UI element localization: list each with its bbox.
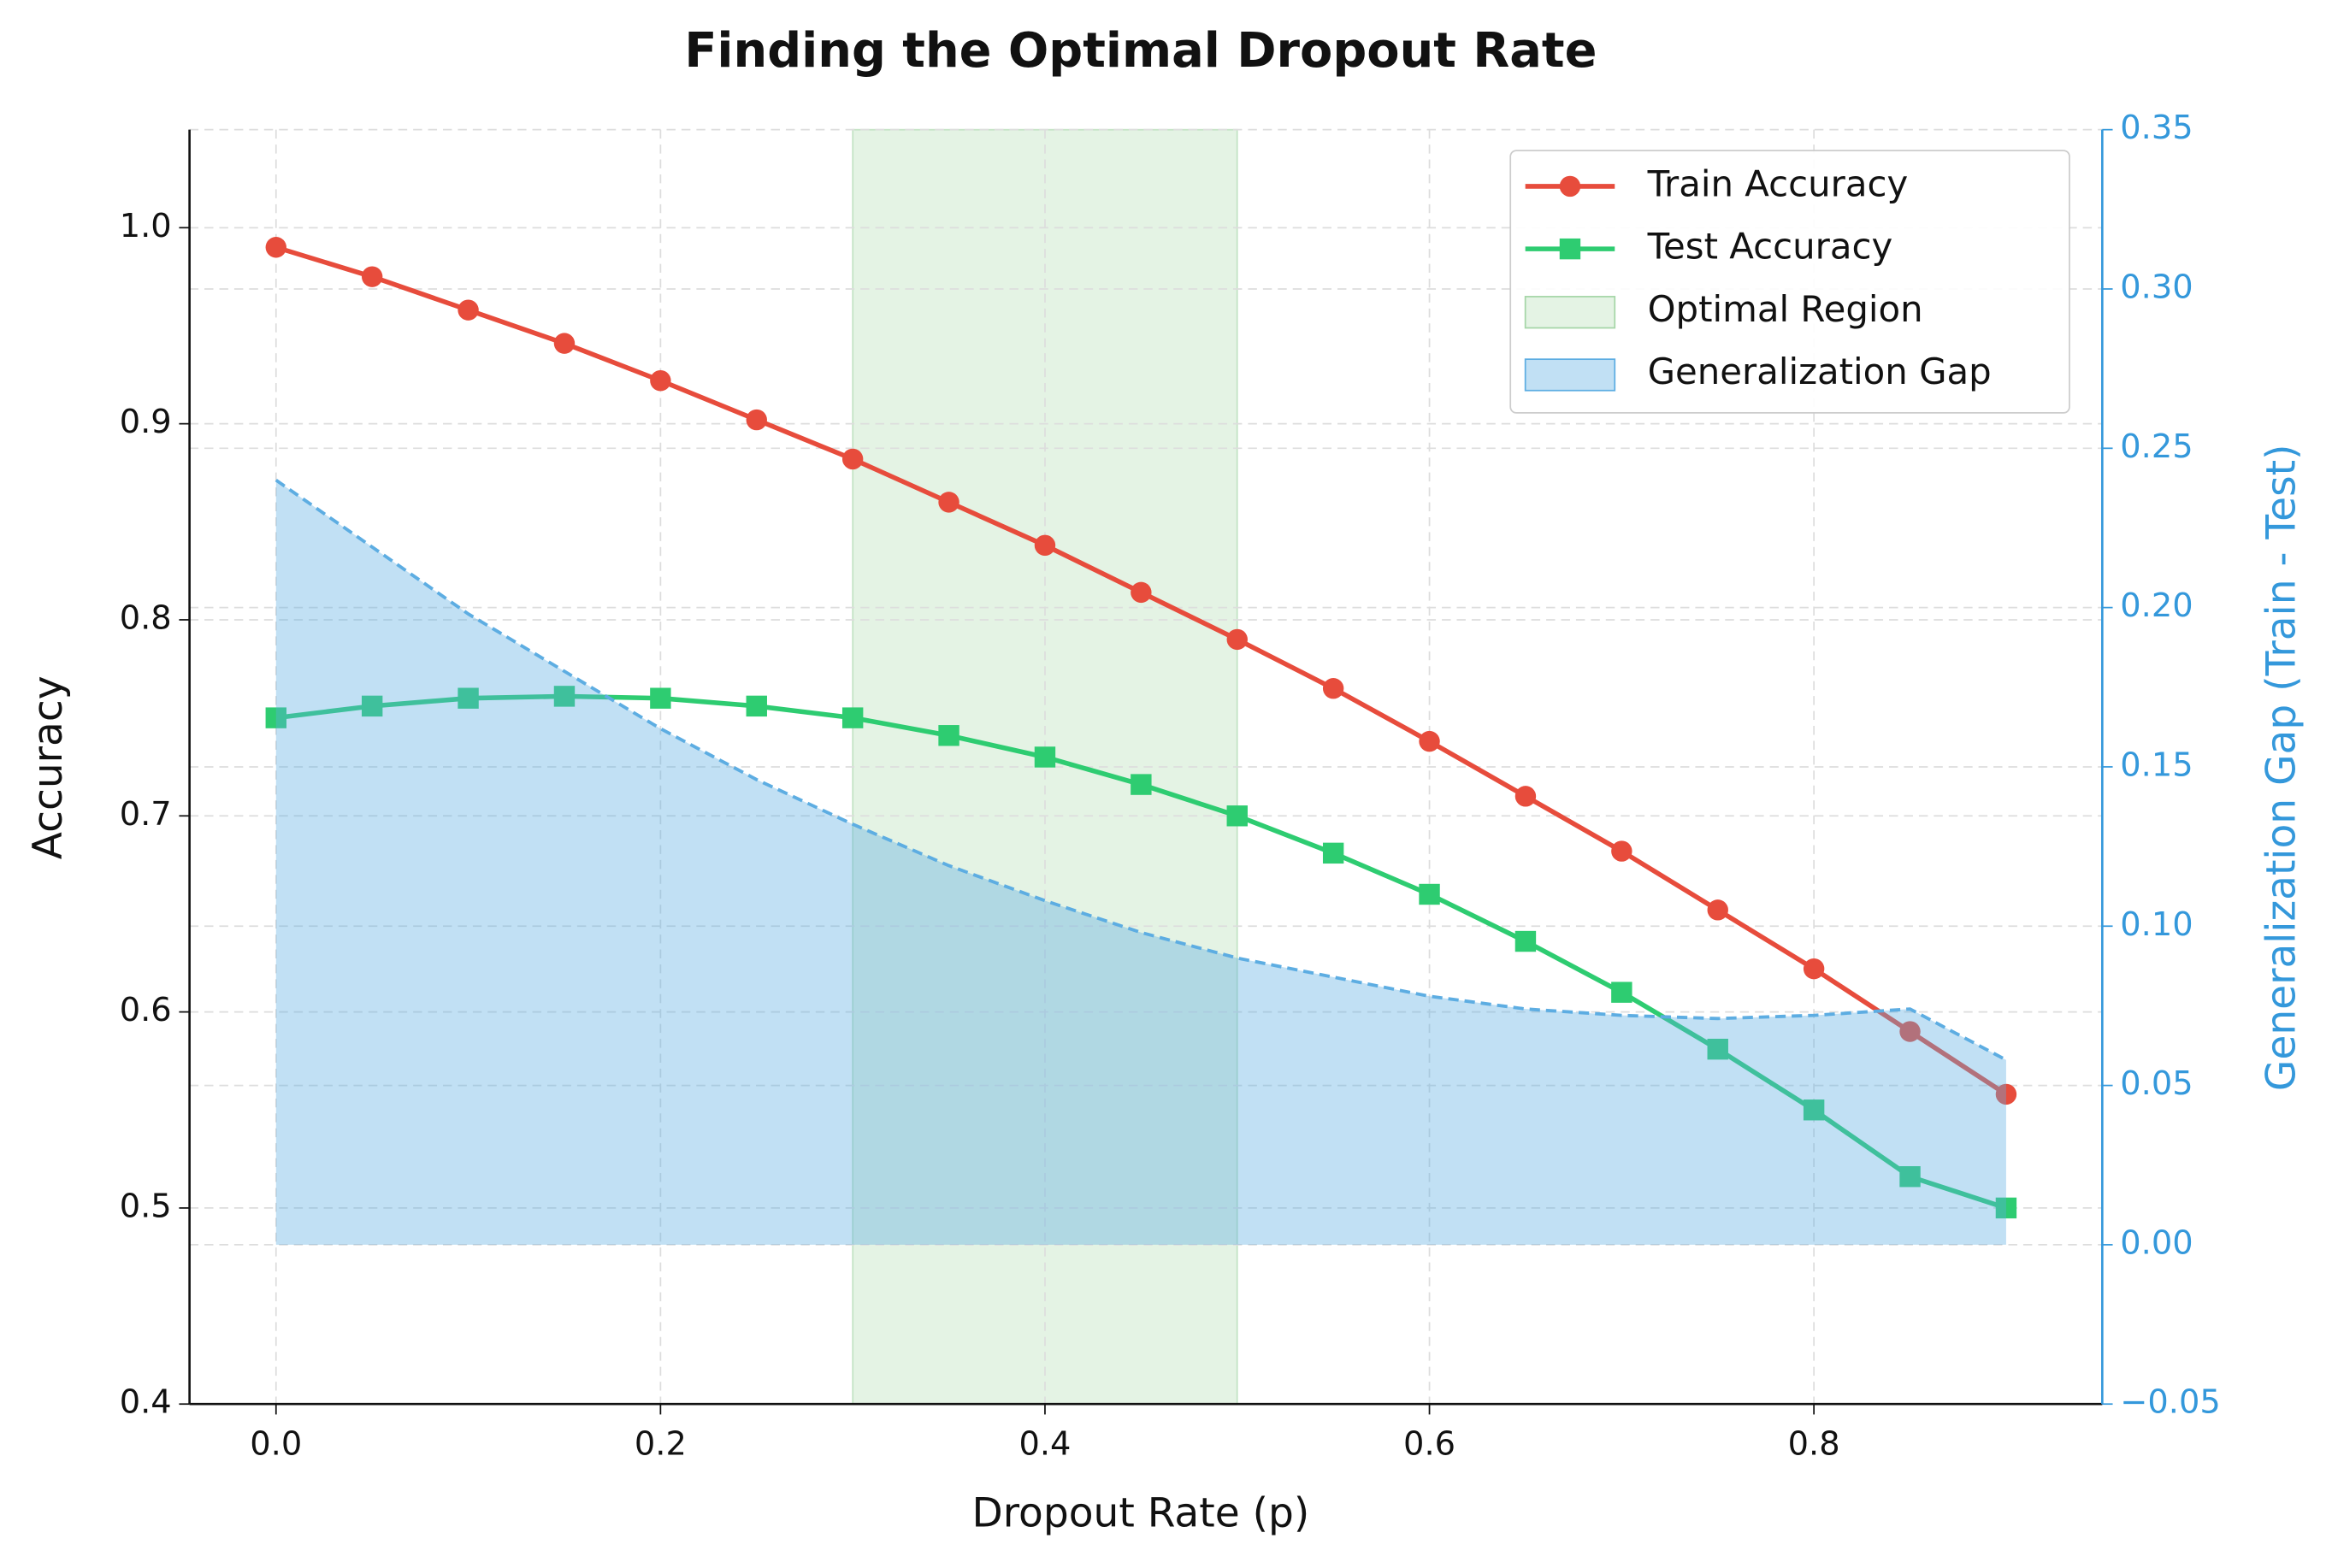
x-axis-label: Dropout Rate (p) [972, 1489, 1310, 1536]
x-tick-label: 0.6 [1403, 1425, 1455, 1464]
marker [265, 707, 286, 728]
y-tick-label: 0.6 [120, 991, 172, 1029]
legend-marker [1559, 238, 1581, 260]
x-tick-label: 0.4 [1018, 1425, 1071, 1464]
marker [1226, 628, 1248, 651]
marker [746, 695, 767, 717]
marker [458, 299, 479, 321]
y2-tick-label: 0.30 [2120, 268, 2193, 306]
marker [1514, 930, 1537, 952]
legend-label: Generalization Gap [1648, 351, 1992, 392]
legend-marker [1559, 175, 1581, 197]
legend-label: Optimal Region [1648, 288, 1923, 330]
marker [1034, 746, 1056, 768]
legend: Train Accuracy Test Accuracy Optimal Regio… [1509, 150, 2070, 414]
marker [1226, 805, 1248, 827]
marker [1514, 786, 1537, 807]
chart-title: Finding the Optimal Dropout Rate [684, 23, 1597, 79]
marker [553, 686, 576, 707]
y2-tick-label: 0.35 [2120, 109, 2193, 147]
y2-tick-label: 0.15 [2120, 746, 2193, 784]
marker [1803, 1099, 1825, 1121]
marker [265, 237, 286, 258]
y2-tick-label: 0.25 [2120, 427, 2193, 466]
y2-tick-label: 0.10 [2120, 905, 2193, 944]
marker [361, 695, 383, 717]
marker [1995, 1083, 2017, 1105]
marker [1131, 774, 1152, 795]
y-tick-label: 0.9 [120, 403, 172, 441]
marker [650, 369, 671, 392]
marker [650, 687, 671, 709]
y2-tick-label: 0.20 [2120, 587, 2193, 625]
y2-tick-label: 0.00 [2120, 1223, 2193, 1262]
marker [458, 687, 479, 709]
marker [1611, 981, 1632, 1003]
x-tick-label: 0.0 [250, 1425, 302, 1464]
marker [938, 492, 959, 513]
marker [1419, 730, 1440, 752]
y-tick-label: 0.5 [120, 1187, 172, 1225]
y-tick-label: 1.0 [120, 207, 172, 245]
y2-tick-label: 0.05 [2120, 1064, 2193, 1103]
y2-tick-label: −0.05 [2120, 1383, 2221, 1422]
y-tick-label: 0.4 [120, 1383, 172, 1422]
marker [1995, 1197, 2017, 1219]
marker [1322, 842, 1344, 864]
marker [841, 707, 864, 728]
gap-area [275, 480, 2006, 1245]
marker [1322, 678, 1344, 699]
marker [361, 266, 383, 287]
legend-patch [1524, 296, 1616, 329]
legend-patch [1524, 358, 1616, 392]
marker [1899, 1166, 1921, 1188]
marker [1707, 1038, 1728, 1060]
y-tick-label: 0.8 [120, 598, 172, 637]
x-tick-label: 0.8 [1788, 1425, 1840, 1464]
legend-label: Test Accuracy [1647, 226, 1893, 268]
marker [553, 333, 576, 354]
y-axis-label: Accuracy [25, 675, 72, 859]
marker [1707, 899, 1728, 921]
x-tick-label: 0.2 [635, 1425, 687, 1464]
marker [1611, 840, 1632, 862]
marker [1803, 958, 1825, 980]
marker [746, 409, 767, 431]
marker [938, 725, 959, 746]
legend-box [1509, 150, 2070, 414]
marker [1899, 1021, 1921, 1042]
marker [1034, 534, 1056, 557]
marker [1131, 581, 1152, 604]
y-tick-label: 0.7 [120, 795, 172, 834]
y2-axis-label: Generalization Gap (Train - Test) [2258, 445, 2306, 1092]
legend-label: Train Accuracy [1647, 162, 1909, 204]
marker [1419, 883, 1440, 905]
gap-line [275, 479, 2007, 1062]
marker [841, 448, 864, 470]
